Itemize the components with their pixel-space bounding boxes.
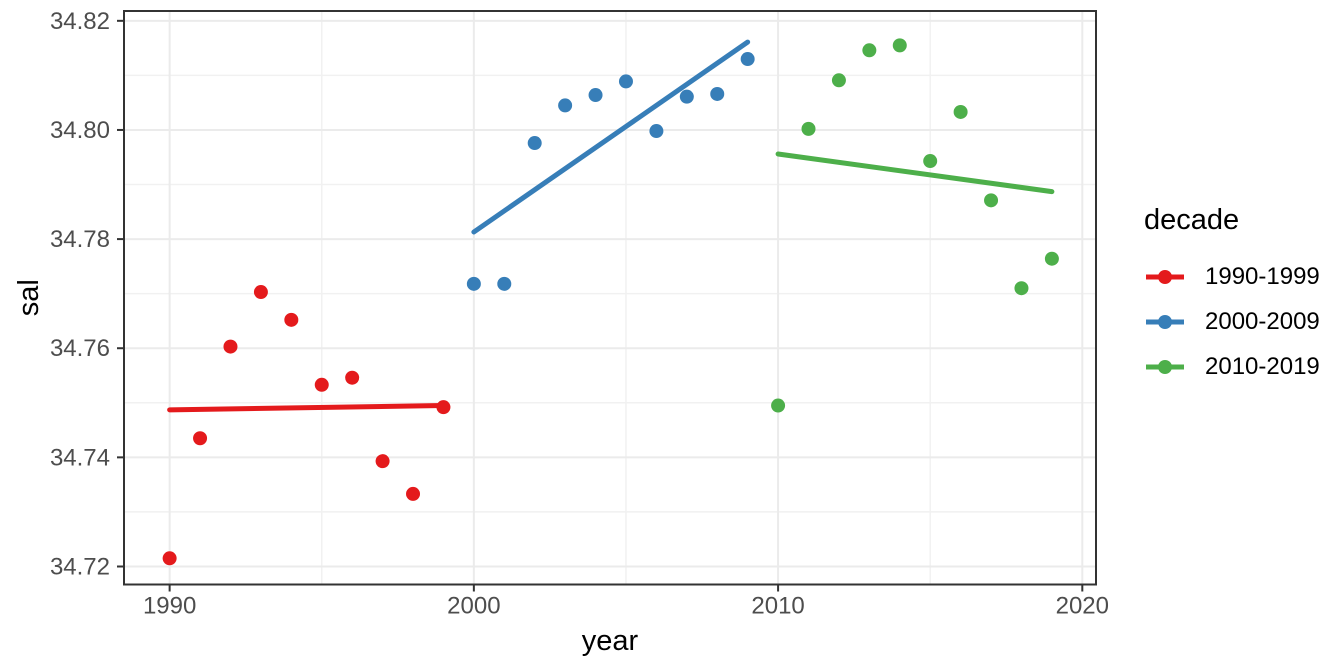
legend-item-1990-1999: 1990-1999: [1145, 254, 1320, 299]
legend-key-dot: [1158, 314, 1172, 329]
data-point-1990-1999: [223, 339, 238, 354]
data-point-2000-2009: [527, 136, 542, 151]
data-point-2010-2019: [892, 38, 907, 53]
y-axis-title: sal: [13, 279, 45, 316]
data-point-2010-2019: [923, 154, 938, 169]
data-point-2000-2009: [710, 86, 725, 101]
data-point-1990-1999: [406, 486, 421, 501]
grid-minor-lines: [124, 11, 1096, 585]
data-point-1990-1999: [284, 312, 299, 327]
data-point-2010-2019: [1014, 281, 1029, 296]
data-point-1990-1999: [375, 454, 390, 469]
legend-key-icon: [1146, 269, 1184, 284]
data-point-2000-2009: [679, 89, 694, 104]
data-point-2010-2019: [862, 43, 877, 58]
data-point-1990-1999: [345, 370, 360, 385]
data-point-2000-2009: [558, 98, 573, 113]
legend-item-2010-2019: 2010-2019: [1145, 344, 1320, 389]
x-axis-title: year: [582, 625, 639, 657]
legend: decade 1990-1999 2000-2009 2010-2019: [1144, 203, 1320, 389]
data-point-2000-2009: [497, 276, 512, 291]
data-point-2010-2019: [801, 121, 816, 136]
data-point-2010-2019: [1044, 251, 1059, 266]
legend-key-icon: [1146, 314, 1184, 329]
data-point-2010-2019: [953, 104, 968, 119]
legend-key-dot: [1158, 269, 1172, 284]
data-point-2000-2009: [649, 124, 664, 139]
axis-tick-labels: 34.72 34.74 34.76 34.78 34.80 34.82 1990 2000 20…: [50, 8, 1109, 620]
trend-lines: [167, 39, 1055, 413]
data-point-2000-2009: [740, 52, 755, 67]
trend-line-2010-2019: [775, 151, 1055, 195]
axis-tick-marks: [117, 19, 1084, 592]
legend-rows: 1990-1999 2000-2009 2010-2019: [1145, 254, 1320, 389]
x-tick-label: 2010: [751, 593, 804, 620]
legend-key-icon: [1146, 359, 1184, 374]
data-point-2000-2009: [618, 74, 633, 89]
data-point-2010-2019: [771, 398, 786, 413]
y-tick-label: 34.80: [50, 117, 110, 144]
y-tick-label: 34.76: [50, 335, 110, 362]
data-point-2010-2019: [984, 193, 999, 208]
data-point-1990-1999: [436, 400, 451, 415]
legend-item-label: 2010-2019: [1205, 352, 1320, 380]
y-tick-label: 34.82: [50, 8, 110, 35]
x-tick-label: 2020: [1056, 593, 1109, 620]
y-tick-label: 34.78: [50, 226, 110, 253]
y-tick-label: 34.72: [50, 553, 110, 580]
x-tick-label: 1990: [143, 593, 196, 620]
legend-item-label: 2000-2009: [1205, 307, 1320, 335]
data-point-2000-2009: [588, 88, 603, 103]
data-points: [162, 38, 1059, 566]
data-point-2000-2009: [466, 276, 481, 291]
data-point-1990-1999: [253, 285, 268, 300]
grid-major-lines: [124, 11, 1096, 585]
trend-line-1990-1999: [167, 403, 446, 413]
data-point-2010-2019: [831, 73, 846, 88]
data-point-1990-1999: [314, 377, 329, 392]
legend-item-2000-2009: 2000-2009: [1145, 299, 1320, 344]
data-point-1990-1999: [162, 551, 177, 566]
data-point-1990-1999: [193, 431, 208, 446]
legend-item-label: 1990-1999: [1205, 262, 1320, 290]
x-tick-label: 2000: [447, 593, 500, 620]
trend-line-2000-2009: [471, 39, 751, 235]
panel-border: [123, 10, 1097, 586]
legend-key-dot: [1158, 359, 1172, 374]
y-tick-label: 34.74: [50, 444, 110, 471]
legend-title: decade: [1144, 204, 1240, 236]
